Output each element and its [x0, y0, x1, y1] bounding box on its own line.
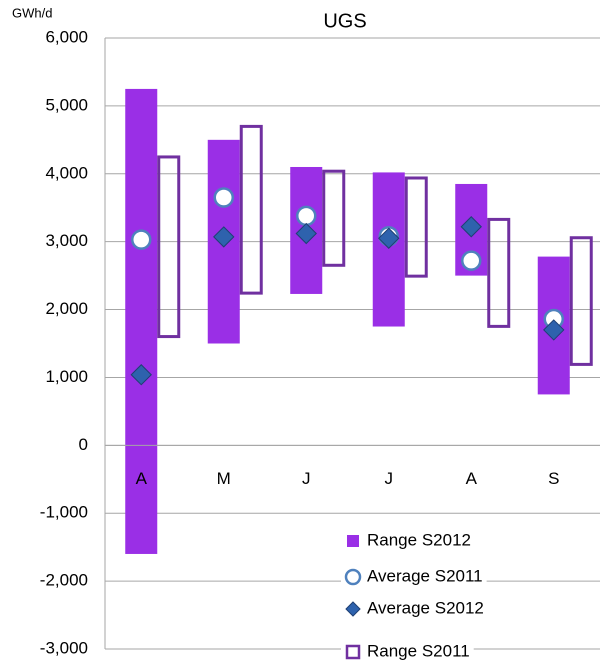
legend-background	[341, 598, 488, 620]
legend-label: Range S2011	[367, 641, 470, 660]
average-marker	[295, 222, 317, 245]
average-marker	[296, 205, 317, 227]
x-tick-label: M	[217, 469, 231, 488]
legend-label: Average S2012	[367, 598, 484, 617]
y-tick-label: 4,000	[45, 163, 88, 182]
range-bar	[322, 169, 346, 267]
x-tick-label: A	[136, 469, 148, 488]
legend-label: Range S2012	[367, 530, 471, 549]
range-bar	[239, 124, 263, 295]
y-tick-label: 5,000	[45, 95, 88, 114]
legend-swatch	[347, 535, 359, 547]
range-bar	[569, 236, 593, 366]
chart-title: UGS	[323, 10, 366, 32]
average-marker	[131, 229, 152, 250]
legend-background	[341, 530, 475, 552]
range-bar	[404, 176, 428, 278]
x-tick-label: J	[385, 469, 394, 488]
average-marker	[543, 319, 565, 341]
average-marker	[213, 226, 235, 248]
legend-label: Average S2011	[367, 566, 483, 585]
y-tick-label: 1,000	[45, 367, 88, 386]
y-axis-unit: GWh/d	[12, 5, 52, 20]
legend-swatch	[344, 568, 362, 586]
average-marker	[461, 250, 482, 271]
y-tick-label: 6,000	[45, 27, 88, 46]
y-tick-label: 0	[79, 435, 88, 454]
legend-background	[341, 641, 474, 663]
legend-swatch	[345, 601, 361, 617]
x-tick-label: J	[302, 469, 311, 488]
range-bar	[372, 172, 405, 327]
range-bar	[125, 88, 158, 554]
average-marker	[130, 364, 152, 386]
range-bar	[487, 217, 511, 328]
average-marker	[213, 187, 234, 208]
legend-swatch	[345, 644, 361, 660]
y-tick-label: 3,000	[45, 231, 88, 250]
y-tick-label: -2,000	[40, 571, 88, 590]
x-tick-label: S	[548, 469, 559, 488]
average-marker	[378, 227, 400, 249]
y-tick-label: -3,000	[40, 638, 88, 657]
y-tick-label: -1,000	[40, 503, 88, 522]
x-tick-label: A	[466, 469, 478, 488]
range-bar	[157, 155, 181, 339]
average-marker	[460, 216, 482, 238]
y-tick-label: 2,000	[45, 299, 88, 318]
legend-background	[341, 566, 487, 588]
